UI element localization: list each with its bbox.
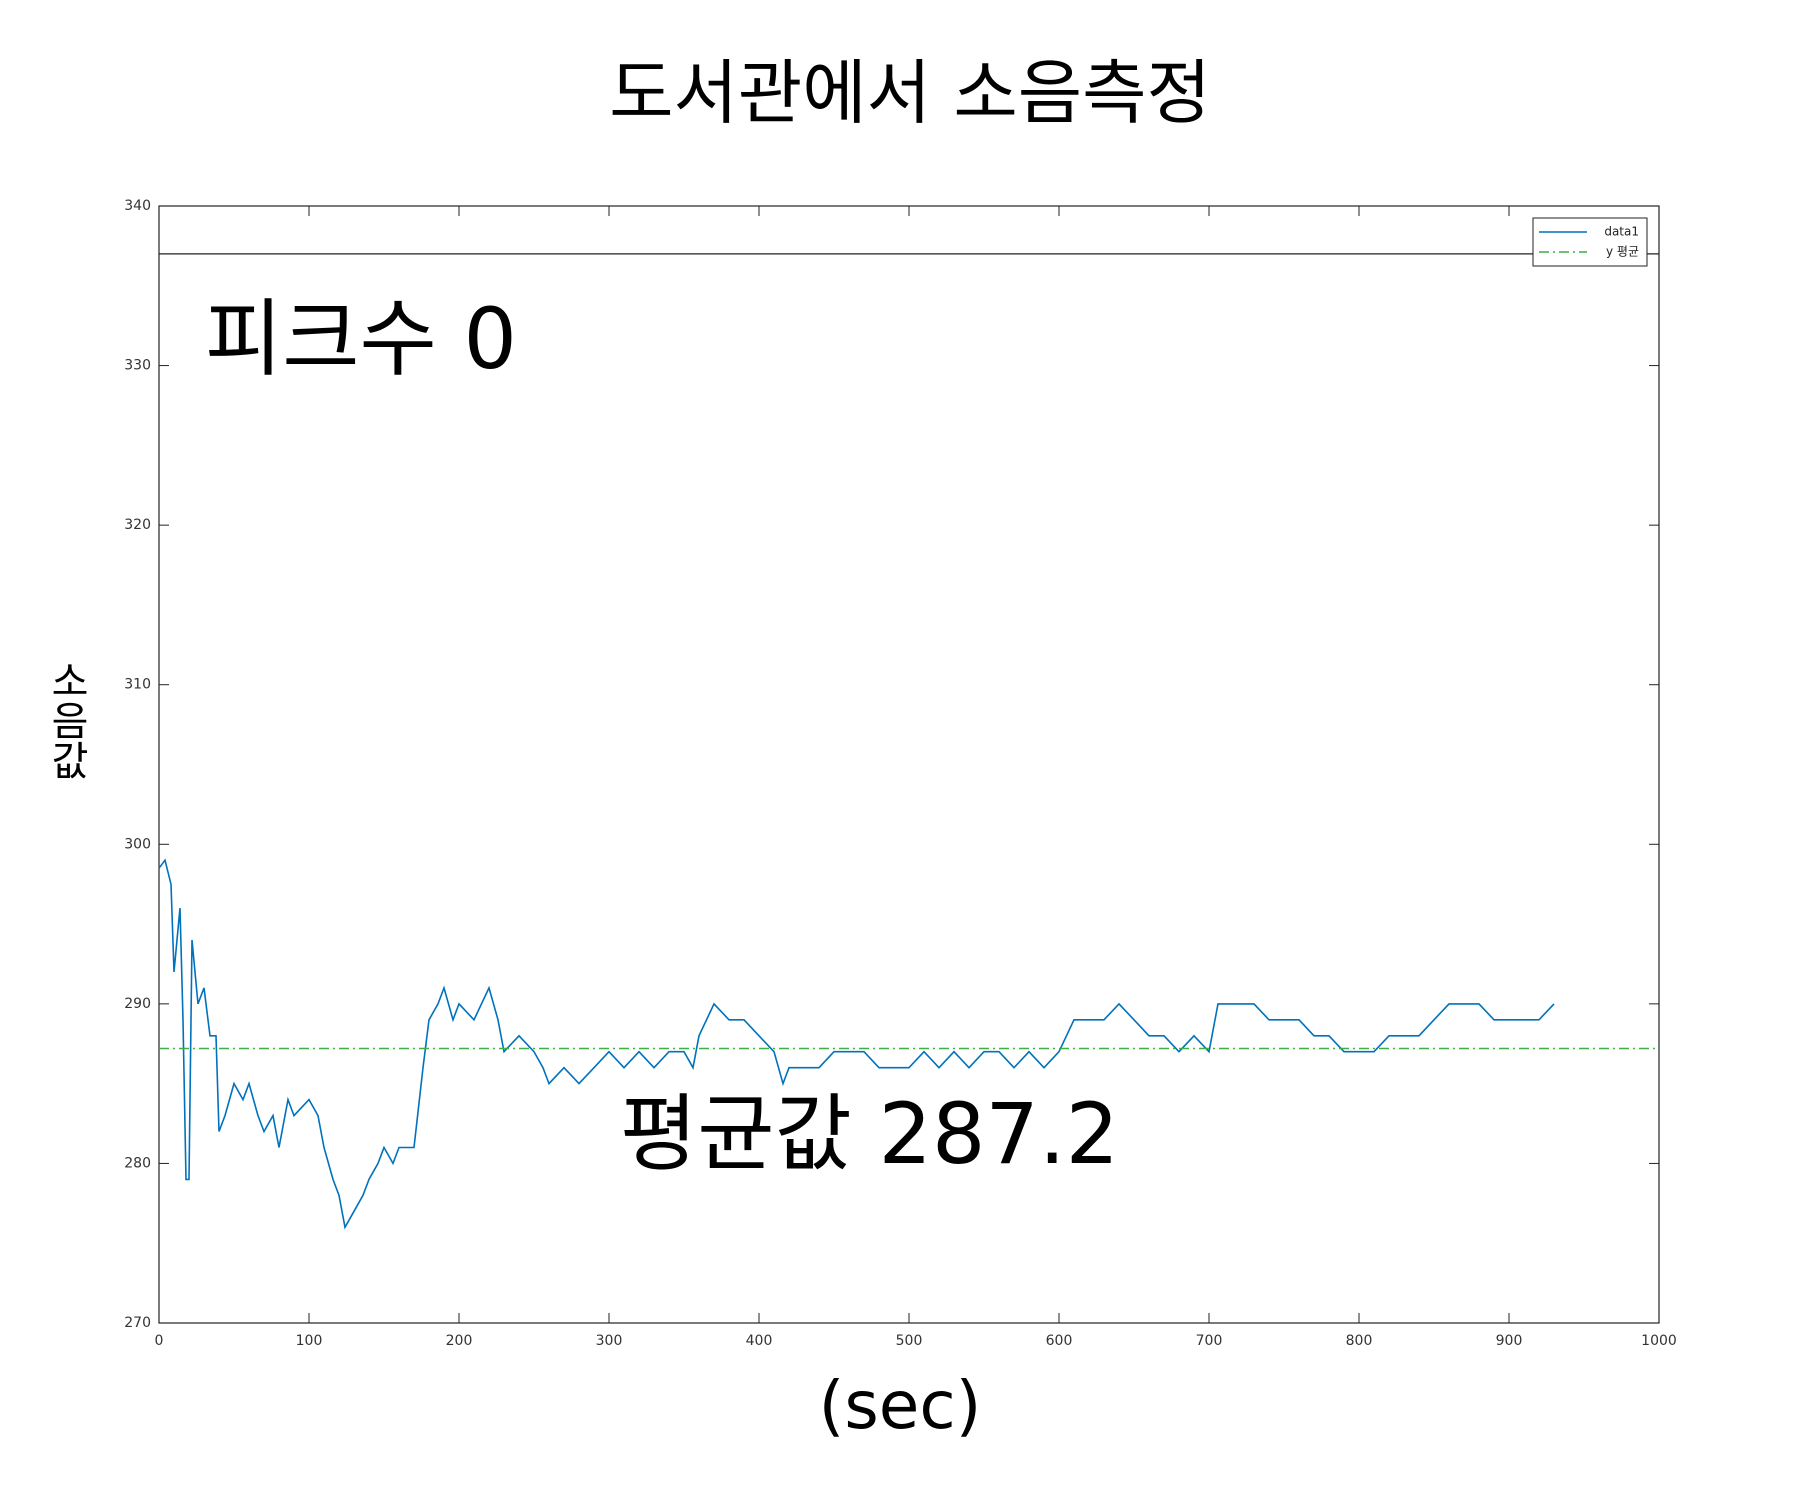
x-tick-label: 700 [1196,1333,1223,1349]
data-line [158,858,1555,1230]
y-tick-label: 320 [124,517,151,533]
x-tick-label: 800 [1346,1333,1373,1349]
x-tick-label: 900 [1496,1333,1523,1349]
y-tick-label: 300 [124,836,151,852]
y-tick-label: 290 [124,996,151,1012]
legend-box [1532,217,1648,267]
y-axis-label: 소음값 [43,660,89,780]
x-tick-label: 0 [155,1333,164,1349]
x-tick-label: 300 [596,1333,623,1349]
chart-title: 도서관에서 소음측정 [609,52,1211,134]
legend-label: y 평균 [1606,245,1639,259]
legend-label: data1 [1604,225,1639,239]
y-tick-label: 270 [124,1315,151,1331]
x-tick-label: 1000 [1641,1333,1677,1349]
x-tick-label: 500 [896,1333,923,1349]
mean-annotation: 평균값 287.2 [620,1085,1119,1183]
y-tick-label: 280 [124,1155,151,1171]
y-tick-label: 330 [124,358,151,374]
x-tick-label: 600 [1046,1333,1073,1349]
x-tick-label: 200 [446,1333,473,1349]
x-tick-label: 100 [296,1333,323,1349]
x-axis-label: (sec) [819,1367,982,1444]
x-tick-label: 400 [746,1333,773,1349]
peak-count-annotation: 피크수 0 [205,290,517,388]
y-tick-label: 310 [124,677,151,693]
y-tick-label: 340 [124,198,151,214]
